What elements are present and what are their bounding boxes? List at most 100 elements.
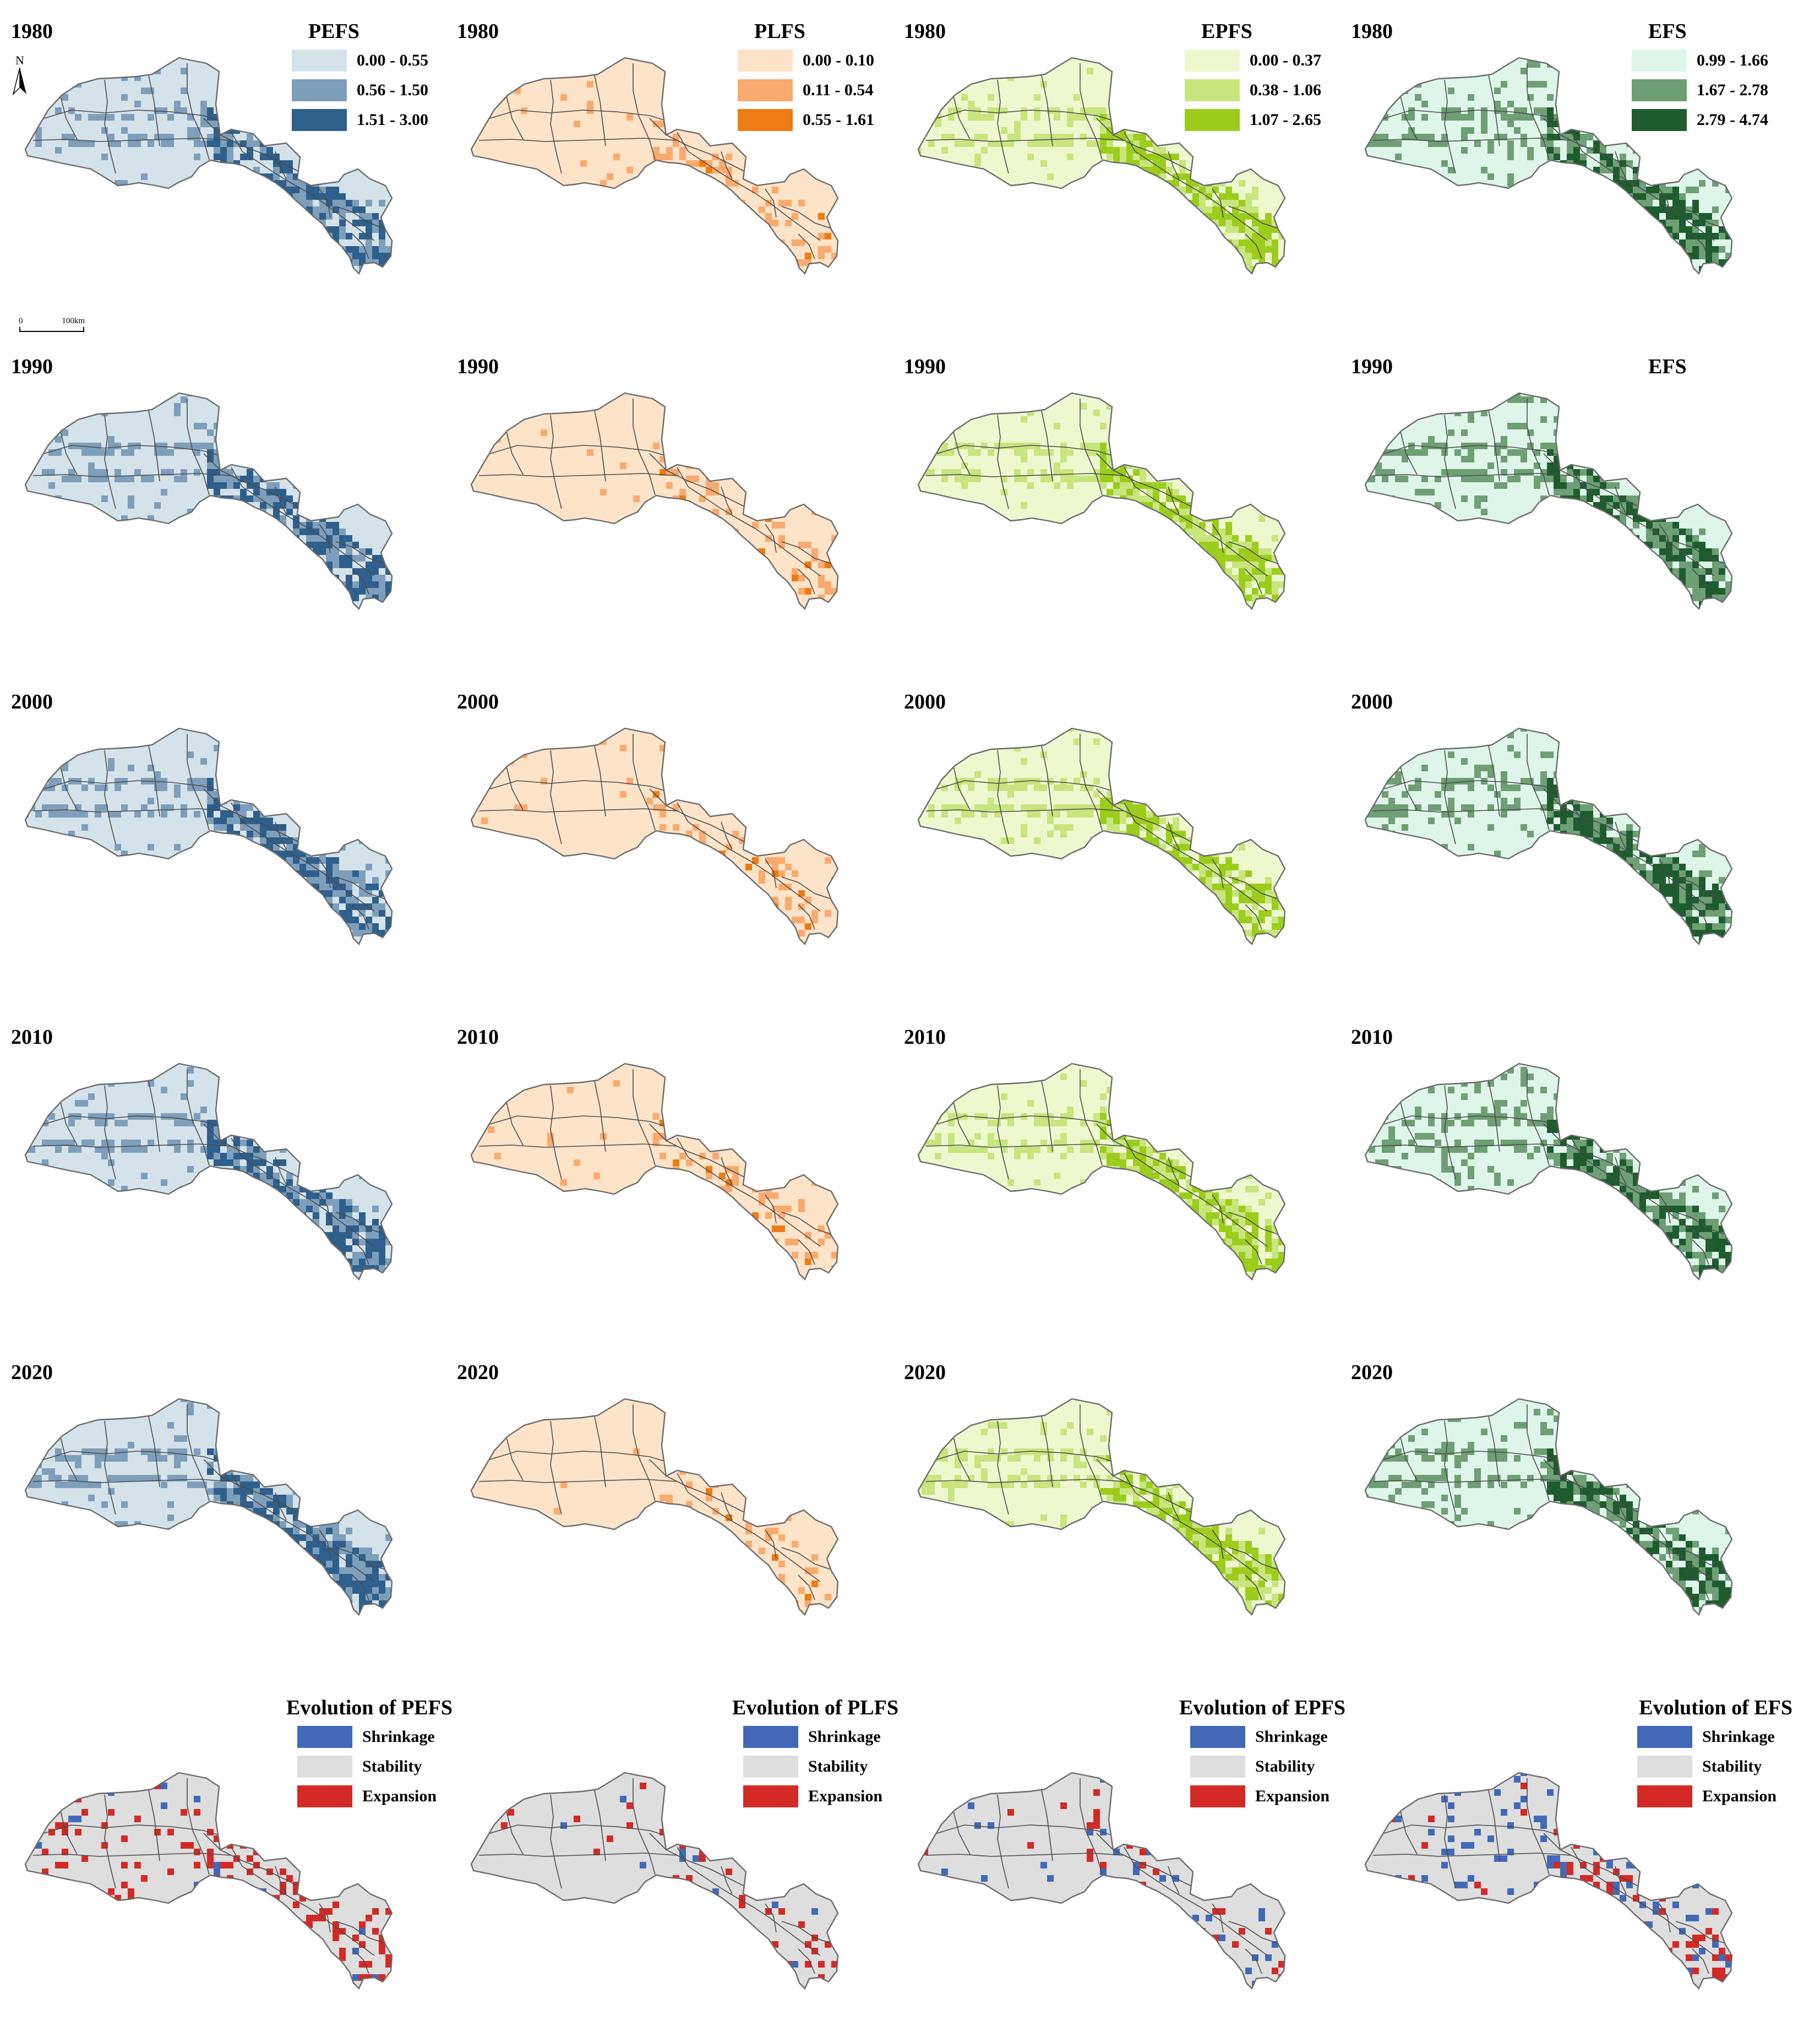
panel-evolution-epfs: Evolution of EPFS Shrinkage Stability Expan…: [904, 1696, 1348, 2028]
panel-epfs-2010: 2010: [904, 1025, 1348, 1358]
legend-swatch: [743, 1785, 798, 1807]
legend-row: 0.38 - 1.06: [1185, 75, 1321, 105]
legend-label: 0.56 - 1.50: [357, 81, 428, 99]
region-outline: [24, 392, 393, 611]
legend-swatch: [1637, 1726, 1692, 1748]
region-outline: [24, 727, 393, 946]
legend-label: 0.00 - 0.10: [803, 51, 874, 69]
pefs-legend-title: PEFS: [308, 20, 359, 43]
legend-row: Stability: [743, 1752, 882, 1782]
panel-pefs-2020: 2020: [11, 1360, 455, 1693]
legend-label: Stability: [808, 1757, 868, 1775]
legend-label: Shrinkage: [1702, 1728, 1775, 1746]
legend-row: Expansion: [297, 1782, 437, 1811]
region-fill: [471, 728, 838, 944]
legend-swatch: [743, 1726, 798, 1748]
panel-evolution-pefs: Evolution of PEFS Shrinkage Stability Expan…: [11, 1696, 455, 2028]
year-label: 1980: [1351, 20, 1393, 43]
county-boundaries: [925, 63, 1279, 259]
legend-row: 0.00 - 0.55: [292, 46, 428, 75]
legend-swatch: [1632, 109, 1687, 131]
epfs-map: [917, 57, 1286, 275]
county-boundaries: [925, 1404, 1279, 1600]
legend-row: Shrinkage: [1190, 1722, 1329, 1752]
region-outline: [917, 392, 1286, 611]
year-label: 1990: [1351, 355, 1393, 378]
county-boundaries: [478, 63, 832, 259]
evolution-map: [24, 1772, 393, 1990]
legend-label: 0.11 - 0.54: [803, 81, 874, 99]
panel-pefs-1980: 1980 PEFS 0.00 - 0.55 0.56 - 1.50 1.51 - 3.0…: [11, 19, 455, 352]
legend-row: Shrinkage: [297, 1722, 437, 1752]
region-outline: [470, 1398, 839, 1616]
county-boundaries: [1372, 734, 1726, 930]
legend-swatch: [292, 79, 347, 101]
plfs-map: [470, 1398, 839, 1616]
county-boundaries: [32, 1778, 386, 1974]
legend-swatch: [292, 50, 347, 72]
legend-row: 0.11 - 0.54: [738, 75, 874, 105]
region-outline: [1364, 1772, 1733, 1990]
legend-row: 1.51 - 3.00: [292, 105, 428, 135]
epfs-map: [917, 392, 1286, 611]
year-label: 2020: [11, 1361, 53, 1384]
legend-swatch: [297, 1726, 352, 1748]
year-label: 2010: [1351, 1026, 1393, 1049]
region-outline: [1364, 1063, 1733, 1281]
legend-label: 0.99 - 1.66: [1697, 51, 1768, 69]
county-boundaries: [925, 734, 1279, 930]
region-outline: [917, 1772, 1286, 1990]
year-label: 2000: [11, 690, 53, 713]
legend-label: Stability: [362, 1757, 422, 1775]
legend-label: 2.79 - 4.74: [1697, 111, 1768, 129]
legend-label: 1.67 - 2.78: [1697, 81, 1768, 99]
legend-row: 0.56 - 1.50: [292, 75, 428, 105]
panel-epfs-1990: 1990: [904, 355, 1348, 687]
panel-plfs-2010: 2010: [457, 1025, 901, 1358]
legend-row: Shrinkage: [743, 1722, 882, 1752]
region-outline: [1364, 392, 1733, 611]
year-label: 2010: [904, 1026, 946, 1049]
legend-row: 0.00 - 0.37: [1185, 46, 1321, 75]
year-label: 1990: [904, 355, 946, 378]
panel-efs-2010: 2010: [1351, 1025, 1795, 1358]
county-boundaries: [478, 1778, 832, 1974]
legend-swatch: [1190, 1785, 1245, 1807]
year-label: 1990: [11, 355, 53, 378]
legend-swatch: [1632, 79, 1687, 101]
year-label: 2020: [457, 1361, 499, 1384]
efs-1990-title: EFS: [1648, 355, 1687, 378]
year-label: 1990: [457, 355, 499, 378]
plfs-legend-title: PLFS: [754, 20, 805, 43]
panel-efs-1990: 1990 EFS: [1351, 355, 1795, 687]
county-boundaries: [478, 734, 832, 930]
legend-swatch: [1637, 1756, 1692, 1778]
panel-efs-2020: 2020: [1351, 1360, 1795, 1693]
region-outline: [917, 727, 1286, 946]
epfs-legend: 0.00 - 0.37 0.38 - 1.06 1.07 - 2.65: [1185, 46, 1321, 135]
legend-row: 0.55 - 1.61: [738, 105, 874, 135]
legend-row: Expansion: [1637, 1782, 1777, 1811]
epfs-map: [917, 727, 1286, 946]
efs-legend: 0.99 - 1.66 1.67 - 2.78 2.79 - 4.74: [1632, 46, 1768, 135]
region-fill: [471, 393, 838, 609]
legend-swatch: [1185, 50, 1240, 72]
panel-epfs-2000: 2000: [904, 690, 1348, 1022]
county-boundaries: [32, 1069, 386, 1265]
county-boundaries: [1372, 1404, 1726, 1600]
legend-row: 1.07 - 2.65: [1185, 105, 1321, 135]
legend-row: 2.79 - 4.74: [1632, 105, 1768, 135]
scale-zero: 0: [19, 317, 23, 325]
efs-map: [1364, 57, 1733, 275]
plfs-legend: 0.00 - 0.10 0.11 - 0.54 0.55 - 1.61: [738, 46, 874, 135]
county-boundaries: [32, 734, 386, 930]
panel-pefs-2000: 2000: [11, 690, 455, 1022]
panel-epfs-1980: 1980 EPFS 0.00 - 0.37 0.38 - 1.06 1.07 - 2.6…: [904, 19, 1348, 352]
legend-swatch: [292, 109, 347, 131]
region-outline: [24, 1772, 393, 1990]
pefs-map: [24, 1398, 393, 1616]
pefs-legend: 0.00 - 0.55 0.56 - 1.50 1.51 - 3.00: [292, 46, 428, 135]
year-label: 2010: [11, 1026, 53, 1049]
legend-swatch: [1190, 1756, 1245, 1778]
efs-legend-title: EFS: [1648, 20, 1687, 43]
